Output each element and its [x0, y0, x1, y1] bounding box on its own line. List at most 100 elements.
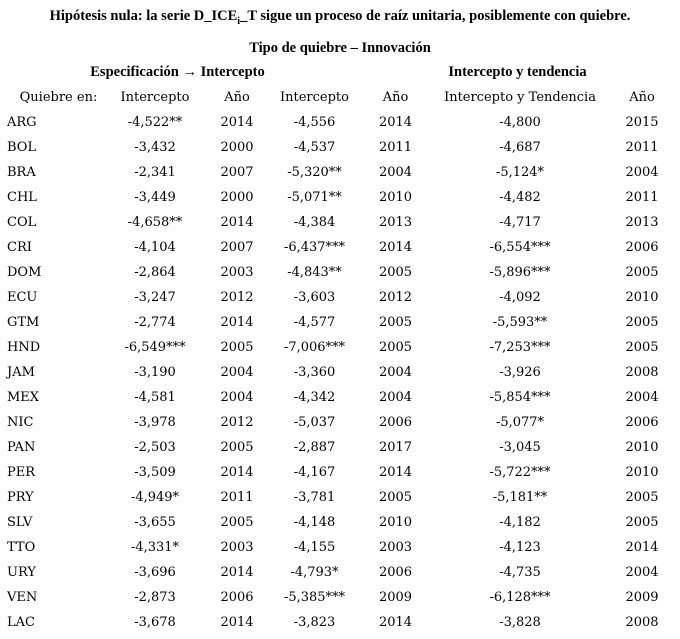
break-year-cell: 2009 [625, 590, 659, 605]
intercept-stat-cell: -4,577 [293, 315, 336, 330]
country-code-cell: JAM [7, 365, 35, 380]
country-code-cell: COL [7, 215, 37, 230]
break-year-cell: 2007 [220, 165, 254, 180]
break-year-cell: 2008 [625, 365, 659, 380]
table-row: ECU -3,247 2012 -3,603 2012 -4,092 2010 [0, 285, 680, 310]
break-year-cell: 2010 [625, 290, 659, 305]
intercept-trend-stat-cell: -4,687 [499, 140, 541, 155]
column-header-break-in: Quiebre en: [19, 90, 98, 105]
table-row: VEN -2,873 2006 -5,385*** 2009 -6,128***… [0, 585, 680, 610]
intercept-stat-cell: -4,331* [130, 540, 180, 555]
intercept-stat-cell: -3,678 [134, 615, 176, 630]
country-code-cell: NIC [7, 415, 34, 430]
break-year-cell: 2011 [625, 190, 659, 205]
table-row: ARG -4,522** 2014 -4,556 2014 -4,800 201… [0, 110, 680, 135]
break-year-cell: 2005 [378, 265, 413, 280]
unit-root-test-table: Especificación → Intercepto Intercepto y… [0, 60, 680, 635]
country-code-cell: PRY [7, 490, 34, 505]
intercept-stat-cell: -3,781 [293, 490, 336, 505]
group-header-row: Especificación → Intercepto Intercepto y… [0, 60, 680, 85]
country-code-cell: CHL [7, 190, 37, 205]
break-year-cell: 2015 [625, 115, 659, 130]
intercept-stat-cell: -4,148 [293, 515, 336, 530]
break-year-cell: 2014 [378, 240, 413, 255]
break-year-cell: 2005 [625, 265, 659, 280]
break-year-cell: 2004 [378, 390, 413, 405]
break-year-cell: 2004 [625, 565, 659, 580]
intercept-stat-cell: -4,793* [290, 565, 339, 580]
break-year-cell: 2011 [625, 140, 659, 155]
break-year-cell: 2005 [378, 315, 413, 330]
table-row: TTO -4,331* 2003 -4,155 2003 -4,123 2014 [0, 535, 680, 560]
break-year-cell: 2010 [625, 440, 659, 455]
country-code-cell: SLV [7, 515, 33, 530]
country-code-cell: VEN [7, 590, 38, 605]
table-row: CRI -4,104 2007 -6,437*** 2014 -6,554***… [0, 235, 680, 260]
group-header-intercept: Especificación → Intercepto [90, 64, 265, 80]
table-row: HND -6,549*** 2005 -7,006*** 2005 -7,253… [0, 335, 680, 360]
country-code-cell: MEX [7, 390, 40, 405]
break-year-cell: 2014 [378, 465, 413, 480]
break-year-cell: 2005 [220, 515, 254, 530]
title-suffix: _T sigue un proceso de raíz unitaria, po… [240, 8, 631, 24]
intercept-stat-cell: -4,167 [293, 465, 336, 480]
column-header-intercept-2: Intercepto [280, 90, 349, 105]
intercept-stat-cell: -4,104 [134, 240, 176, 255]
break-year-cell: 2012 [378, 290, 413, 305]
table-row: NIC -3,978 2012 -5,037 2006 -5,077* 2006 [0, 410, 680, 435]
break-year-cell: 2006 [220, 590, 254, 605]
intercept-trend-stat-cell: -4,182 [499, 515, 541, 530]
intercept-trend-stat-cell: -4,123 [499, 540, 541, 555]
break-year-cell: 2005 [625, 315, 659, 330]
break-year-cell: 2004 [220, 365, 254, 380]
table-row: URY -3,696 2014 -4,793* 2006 -4,735 2004 [0, 560, 680, 585]
country-code-cell: BRA [7, 165, 36, 180]
break-year-cell: 2010 [378, 515, 413, 530]
intercept-stat-cell: -2,503 [134, 440, 176, 455]
country-code-cell: CRI [7, 240, 32, 255]
intercept-stat-cell: -3,190 [134, 365, 176, 380]
column-header-intercept-trend: Intercepto y Tendencia [444, 90, 596, 105]
break-year-cell: 2006 [378, 415, 413, 430]
intercept-trend-stat-cell: -5,722*** [489, 465, 551, 480]
break-year-cell: 2007 [220, 240, 254, 255]
break-year-cell: 2014 [378, 615, 413, 630]
intercept-stat-cell: -2,864 [134, 265, 176, 280]
country-code-cell: GTM [7, 315, 40, 330]
intercept-trend-stat-cell: -5,593** [492, 315, 548, 330]
table-row: BOL -3,432 2000 -4,537 2011 -4,687 2011 [0, 135, 680, 160]
country-code-cell: HND [7, 340, 41, 355]
break-year-cell: 2004 [625, 165, 659, 180]
intercept-stat-cell: -3,247 [134, 290, 176, 305]
column-header-year-3: Año [629, 90, 655, 105]
intercept-trend-stat-cell: -5,896*** [489, 265, 551, 280]
break-year-cell: 2009 [378, 590, 413, 605]
intercept-stat-cell: -4,843** [287, 265, 342, 280]
intercept-stat-cell: -3,449 [134, 190, 176, 205]
intercept-trend-stat-cell: -6,554*** [489, 240, 551, 255]
intercept-trend-stat-cell: -5,077* [495, 415, 545, 430]
intercept-trend-stat-cell: -5,854*** [489, 390, 551, 405]
country-code-cell: DOM [7, 265, 42, 280]
intercept-stat-cell: -3,978 [134, 415, 176, 430]
intercept-trend-stat-cell: -6,128*** [489, 590, 551, 605]
intercept-stat-cell: -6,437*** [283, 240, 346, 255]
intercept-stat-cell: -3,509 [134, 465, 176, 480]
country-code-cell: ECU [7, 290, 38, 305]
intercept-stat-cell: -2,887 [293, 440, 336, 455]
intercept-trend-stat-cell: -3,828 [499, 615, 541, 630]
intercept-stat-cell: -4,522** [127, 115, 183, 130]
intercept-trend-stat-cell: -7,253*** [489, 340, 551, 355]
intercept-stat-cell: -7,006*** [283, 340, 346, 355]
intercept-trend-stat-cell: -4,482 [499, 190, 541, 205]
intercept-trend-stat-cell: -5,181** [492, 490, 548, 505]
null-hypothesis-title: Hipótesis nula: la serie D_ICEi_T sigue … [0, 0, 680, 26]
intercept-stat-cell: -2,341 [134, 165, 176, 180]
break-year-cell: 2004 [378, 165, 413, 180]
table-row: PRY -4,949* 2011 -3,781 2005 -5,181** 20… [0, 485, 680, 510]
break-year-cell: 2011 [378, 140, 413, 155]
intercept-stat-cell: -5,037 [293, 415, 336, 430]
break-year-cell: 2014 [220, 215, 254, 230]
intercept-stat-cell: -4,155 [293, 540, 336, 555]
